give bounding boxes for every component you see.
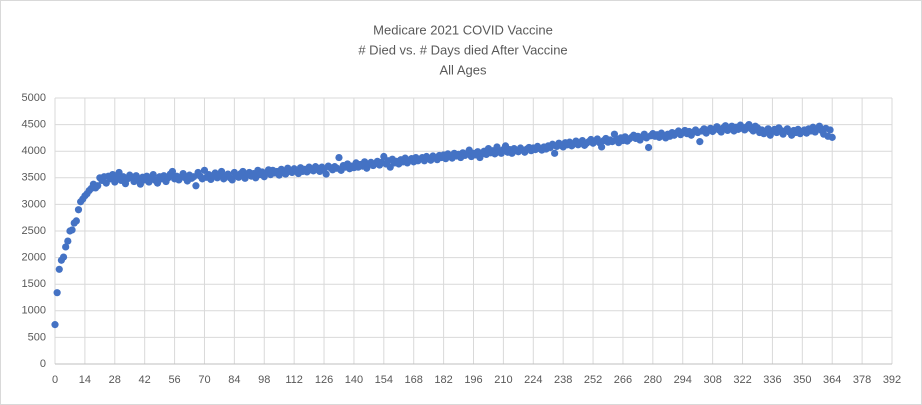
point	[322, 170, 330, 178]
x-tick-label: 112	[285, 374, 303, 386]
x-tick-label: 42	[139, 374, 151, 386]
x-tick-label: 168	[405, 374, 423, 386]
x-tick-label: 196	[464, 374, 482, 386]
x-tick-label: 280	[644, 374, 662, 386]
y-tick-label: 1000	[22, 305, 46, 317]
point	[828, 133, 836, 141]
x-tick-label: 14	[79, 374, 91, 386]
x-tick-label: 224	[524, 374, 542, 386]
point	[55, 265, 63, 273]
y-tick-label: 1500	[22, 278, 46, 290]
x-tick-label: 350	[793, 374, 811, 386]
point	[826, 126, 834, 134]
x-tick-label: 126	[315, 374, 333, 386]
x-tick-label: 70	[198, 374, 210, 386]
y-tick-label: 3000	[22, 198, 46, 210]
point	[217, 167, 226, 176]
x-tick-label: 294	[674, 374, 692, 386]
x-tick-label: 84	[228, 374, 240, 386]
x-tick-label: 210	[494, 374, 512, 386]
x-tick-label: 28	[109, 374, 121, 386]
x-tick-label: 378	[853, 374, 871, 386]
point	[62, 243, 70, 251]
point	[192, 182, 200, 190]
y-tick-label: 4000	[22, 145, 46, 157]
y-tick-label: 2500	[22, 225, 46, 237]
x-tick-label: 252	[584, 374, 602, 386]
chart-title: Medicare 2021 COVID Vaccine	[373, 22, 553, 37]
point	[149, 171, 157, 179]
point	[551, 149, 559, 157]
point	[74, 206, 83, 214]
point	[644, 143, 653, 152]
x-tick-label: 392	[883, 374, 901, 386]
x-tick-label: 308	[703, 374, 721, 386]
point	[72, 217, 80, 225]
chart-subtitle: # Died vs. # Days died After Vaccine	[358, 42, 567, 57]
y-tick-label: 4500	[22, 119, 46, 131]
point	[53, 289, 61, 297]
point	[51, 321, 59, 329]
point	[68, 226, 76, 234]
x-tick-label: 154	[375, 374, 393, 386]
y-tick-label: 5000	[22, 92, 46, 104]
x-tick-label: 98	[258, 374, 270, 386]
point	[168, 167, 177, 176]
x-tick-label: 140	[345, 374, 363, 386]
x-tick-label: 56	[168, 374, 180, 386]
y-tick-label: 500	[28, 331, 46, 343]
point	[94, 182, 102, 190]
y-tick-label: 0	[40, 358, 46, 370]
point	[59, 253, 68, 261]
point	[598, 143, 606, 151]
x-tick-label: 238	[554, 374, 572, 386]
x-tick-label: 322	[733, 374, 751, 386]
point	[335, 153, 343, 162]
x-tick-label: 266	[614, 374, 632, 386]
x-tick-label: 182	[434, 374, 452, 386]
x-tick-label: 364	[823, 374, 841, 386]
point	[696, 138, 704, 146]
chart-subtitle: All Ages	[440, 62, 487, 77]
point	[64, 237, 72, 245]
x-tick-label: 336	[763, 374, 781, 386]
y-tick-label: 2000	[22, 252, 46, 264]
x-tick-label: 0	[52, 374, 58, 386]
y-tick-label: 3500	[22, 172, 46, 184]
